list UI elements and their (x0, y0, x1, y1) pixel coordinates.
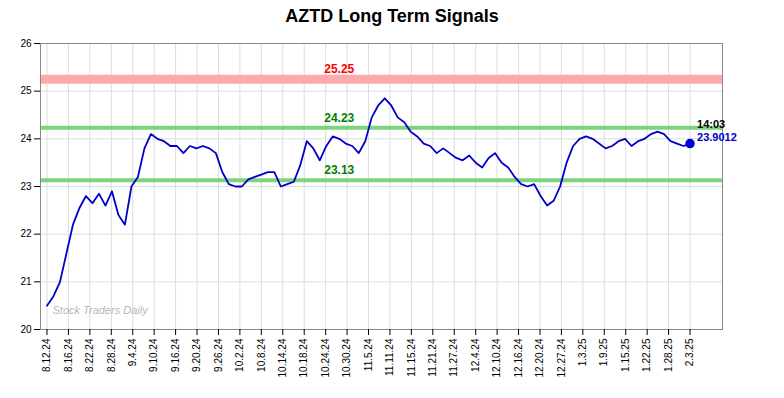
svg-text:12.27.24: 12.27.24 (556, 338, 567, 377)
svg-text:10.14.24: 10.14.24 (277, 338, 288, 377)
svg-text:10.8.24: 10.8.24 (256, 338, 267, 372)
svg-text:8.12.24: 8.12.24 (41, 338, 52, 372)
svg-text:8.22.24: 8.22.24 (84, 338, 95, 372)
svg-text:12.10.24: 12.10.24 (491, 338, 502, 377)
svg-text:11.15.24: 11.15.24 (406, 338, 417, 377)
svg-text:10.30.24: 10.30.24 (341, 338, 352, 377)
svg-text:1.3.25: 1.3.25 (577, 338, 588, 366)
svg-text:9.10.24: 9.10.24 (148, 338, 159, 372)
svg-text:23.9012: 23.9012 (697, 131, 737, 143)
html-text:AZTD Long Term Signals: AZTD Long Term Signals (285, 6, 499, 26)
svg-text:Stock Traders Daily: Stock Traders Daily (53, 304, 150, 316)
svg-text:11.27.24: 11.27.24 (448, 338, 459, 377)
svg-text:9.20.24: 9.20.24 (191, 338, 202, 372)
svg-text:11.11.24: 11.11.24 (384, 338, 395, 376)
svg-text:21: 21 (20, 276, 32, 287)
svg-text:12.4.24: 12.4.24 (470, 338, 481, 372)
svg-text:10.18.24: 10.18.24 (298, 338, 309, 377)
svg-text:8.28.24: 8.28.24 (105, 338, 116, 372)
svg-text:24: 24 (20, 133, 32, 144)
svg-text:10.2.24: 10.2.24 (234, 338, 245, 372)
svg-text:8.16.24: 8.16.24 (63, 338, 74, 372)
svg-text:9.16.24: 9.16.24 (170, 338, 181, 372)
svg-text:9.4.24: 9.4.24 (127, 338, 138, 366)
svg-text:1.22.25: 1.22.25 (641, 338, 652, 372)
svg-text:20: 20 (20, 324, 32, 335)
svg-text:2.3.25: 2.3.25 (684, 338, 695, 366)
svg-text:11.5.24: 11.5.24 (363, 338, 374, 371)
svg-text:12.16.24: 12.16.24 (513, 338, 524, 377)
svg-text:1.9.25: 1.9.25 (598, 338, 609, 366)
svg-text:25.25: 25.25 (324, 62, 354, 76)
svg-text:25: 25 (20, 85, 32, 96)
svg-text:24.23: 24.23 (324, 111, 354, 125)
svg-text:12.20.24: 12.20.24 (534, 338, 545, 377)
svg-text:23.13: 23.13 (324, 163, 354, 177)
svg-text:10.24.24: 10.24.24 (320, 338, 331, 377)
svg-text:1.15.25: 1.15.25 (620, 338, 631, 372)
svg-text:14:03: 14:03 (697, 118, 725, 130)
svg-text:1.28.25: 1.28.25 (663, 338, 674, 372)
svg-text:26: 26 (20, 38, 32, 49)
svg-text:22: 22 (20, 228, 32, 239)
svg-text:23: 23 (20, 181, 32, 192)
svg-text:11.21.24: 11.21.24 (427, 338, 438, 377)
svg-text:9.26.24: 9.26.24 (213, 338, 224, 372)
